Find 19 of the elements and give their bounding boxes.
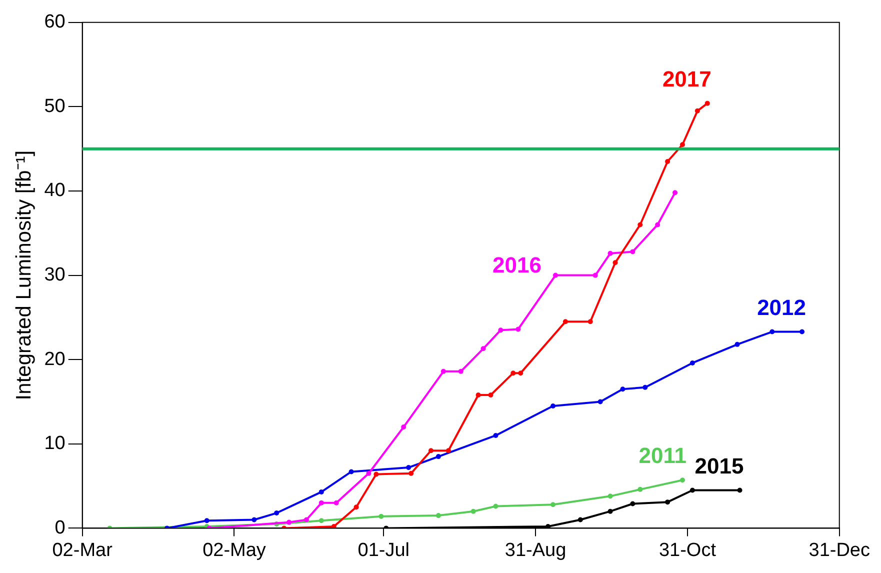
x-tick-label: 02-May bbox=[202, 540, 266, 561]
y-tick-label: 40 bbox=[44, 180, 66, 202]
series-label: 2015 bbox=[694, 453, 744, 478]
y-tick-label: 0 bbox=[54, 517, 66, 538]
x-tick-label: 01-Jul bbox=[358, 540, 410, 561]
series-label: 2011 bbox=[638, 443, 686, 468]
x-tick-label: 02-Mar bbox=[52, 540, 114, 561]
y-axis-title: Integrated Luminosity [fb⁻¹] bbox=[12, 150, 36, 400]
x-tick-label: 31-Dec bbox=[808, 540, 870, 561]
y-tick-label: 60 bbox=[44, 12, 66, 33]
x-tick-label: 31-Oct bbox=[658, 540, 717, 561]
x-tick-label: 31-Aug bbox=[504, 540, 566, 561]
series-label: 2012 bbox=[757, 294, 806, 320]
series-label: 2017 bbox=[662, 66, 712, 92]
y-tick-label: 30 bbox=[44, 264, 66, 286]
y-tick-label: 10 bbox=[44, 433, 66, 454]
series-label: 2016 bbox=[492, 252, 542, 278]
y-tick-label: 50 bbox=[44, 96, 66, 117]
y-tick-label: 20 bbox=[44, 348, 66, 370]
